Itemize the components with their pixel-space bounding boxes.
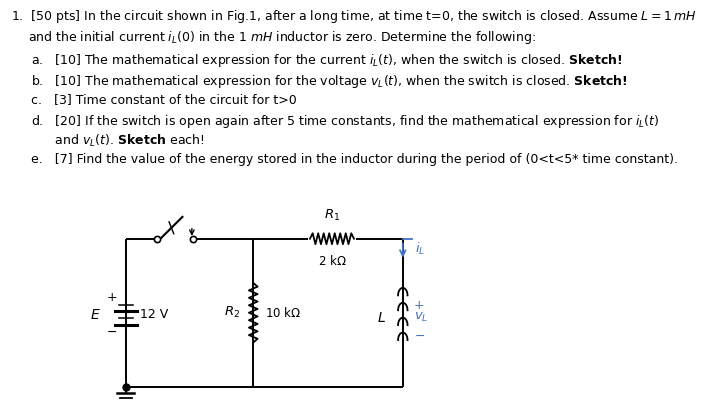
Text: d.   [20] If the switch is open again after 5 time constants, find the mathemati: d. [20] If the switch is open again afte… (31, 113, 659, 130)
Text: $-$: $-$ (106, 325, 117, 338)
Text: +: + (107, 291, 117, 304)
Text: and the initial current $i_L(0)$ in the 1 $mH$ inductor is zero. Determine the f: and the initial current $i_L(0)$ in the … (28, 28, 536, 46)
Text: $E$: $E$ (90, 308, 100, 322)
Text: $i_L$: $i_L$ (414, 241, 425, 257)
Text: 12 V: 12 V (140, 308, 168, 321)
Text: $R_1$: $R_1$ (324, 208, 340, 223)
Text: b.   [10] The mathematical expression for the voltage $v_L(t)$, when the switch : b. [10] The mathematical expression for … (31, 73, 628, 90)
Text: 10 k$\Omega$: 10 k$\Omega$ (265, 306, 301, 320)
Text: c.   [3] Time constant of the circuit for t>0: c. [3] Time constant of the circuit for … (31, 93, 297, 106)
Text: $v_L$: $v_L$ (414, 311, 429, 324)
Text: 2 k$\Omega$: 2 k$\Omega$ (318, 253, 346, 267)
Text: e.   [7] Find the value of the energy stored in the inductor during the period o: e. [7] Find the value of the energy stor… (31, 154, 678, 166)
Text: and $v_L(t)$. $\mathbf{Sketch}$ each!: and $v_L(t)$. $\mathbf{Sketch}$ each! (31, 133, 205, 149)
Text: $-$: $-$ (414, 329, 425, 342)
Text: $L$: $L$ (376, 311, 385, 325)
Text: a.   [10] The mathematical expression for the current $i_L(t)$, when the switch : a. [10] The mathematical expression for … (31, 53, 623, 69)
Text: 1.  [50 pts] In the circuit shown in Fig.1, after a long time, at time t=0, the : 1. [50 pts] In the circuit shown in Fig.… (11, 8, 696, 25)
Text: $R_2$: $R_2$ (224, 305, 240, 320)
Text: +: + (414, 299, 424, 312)
